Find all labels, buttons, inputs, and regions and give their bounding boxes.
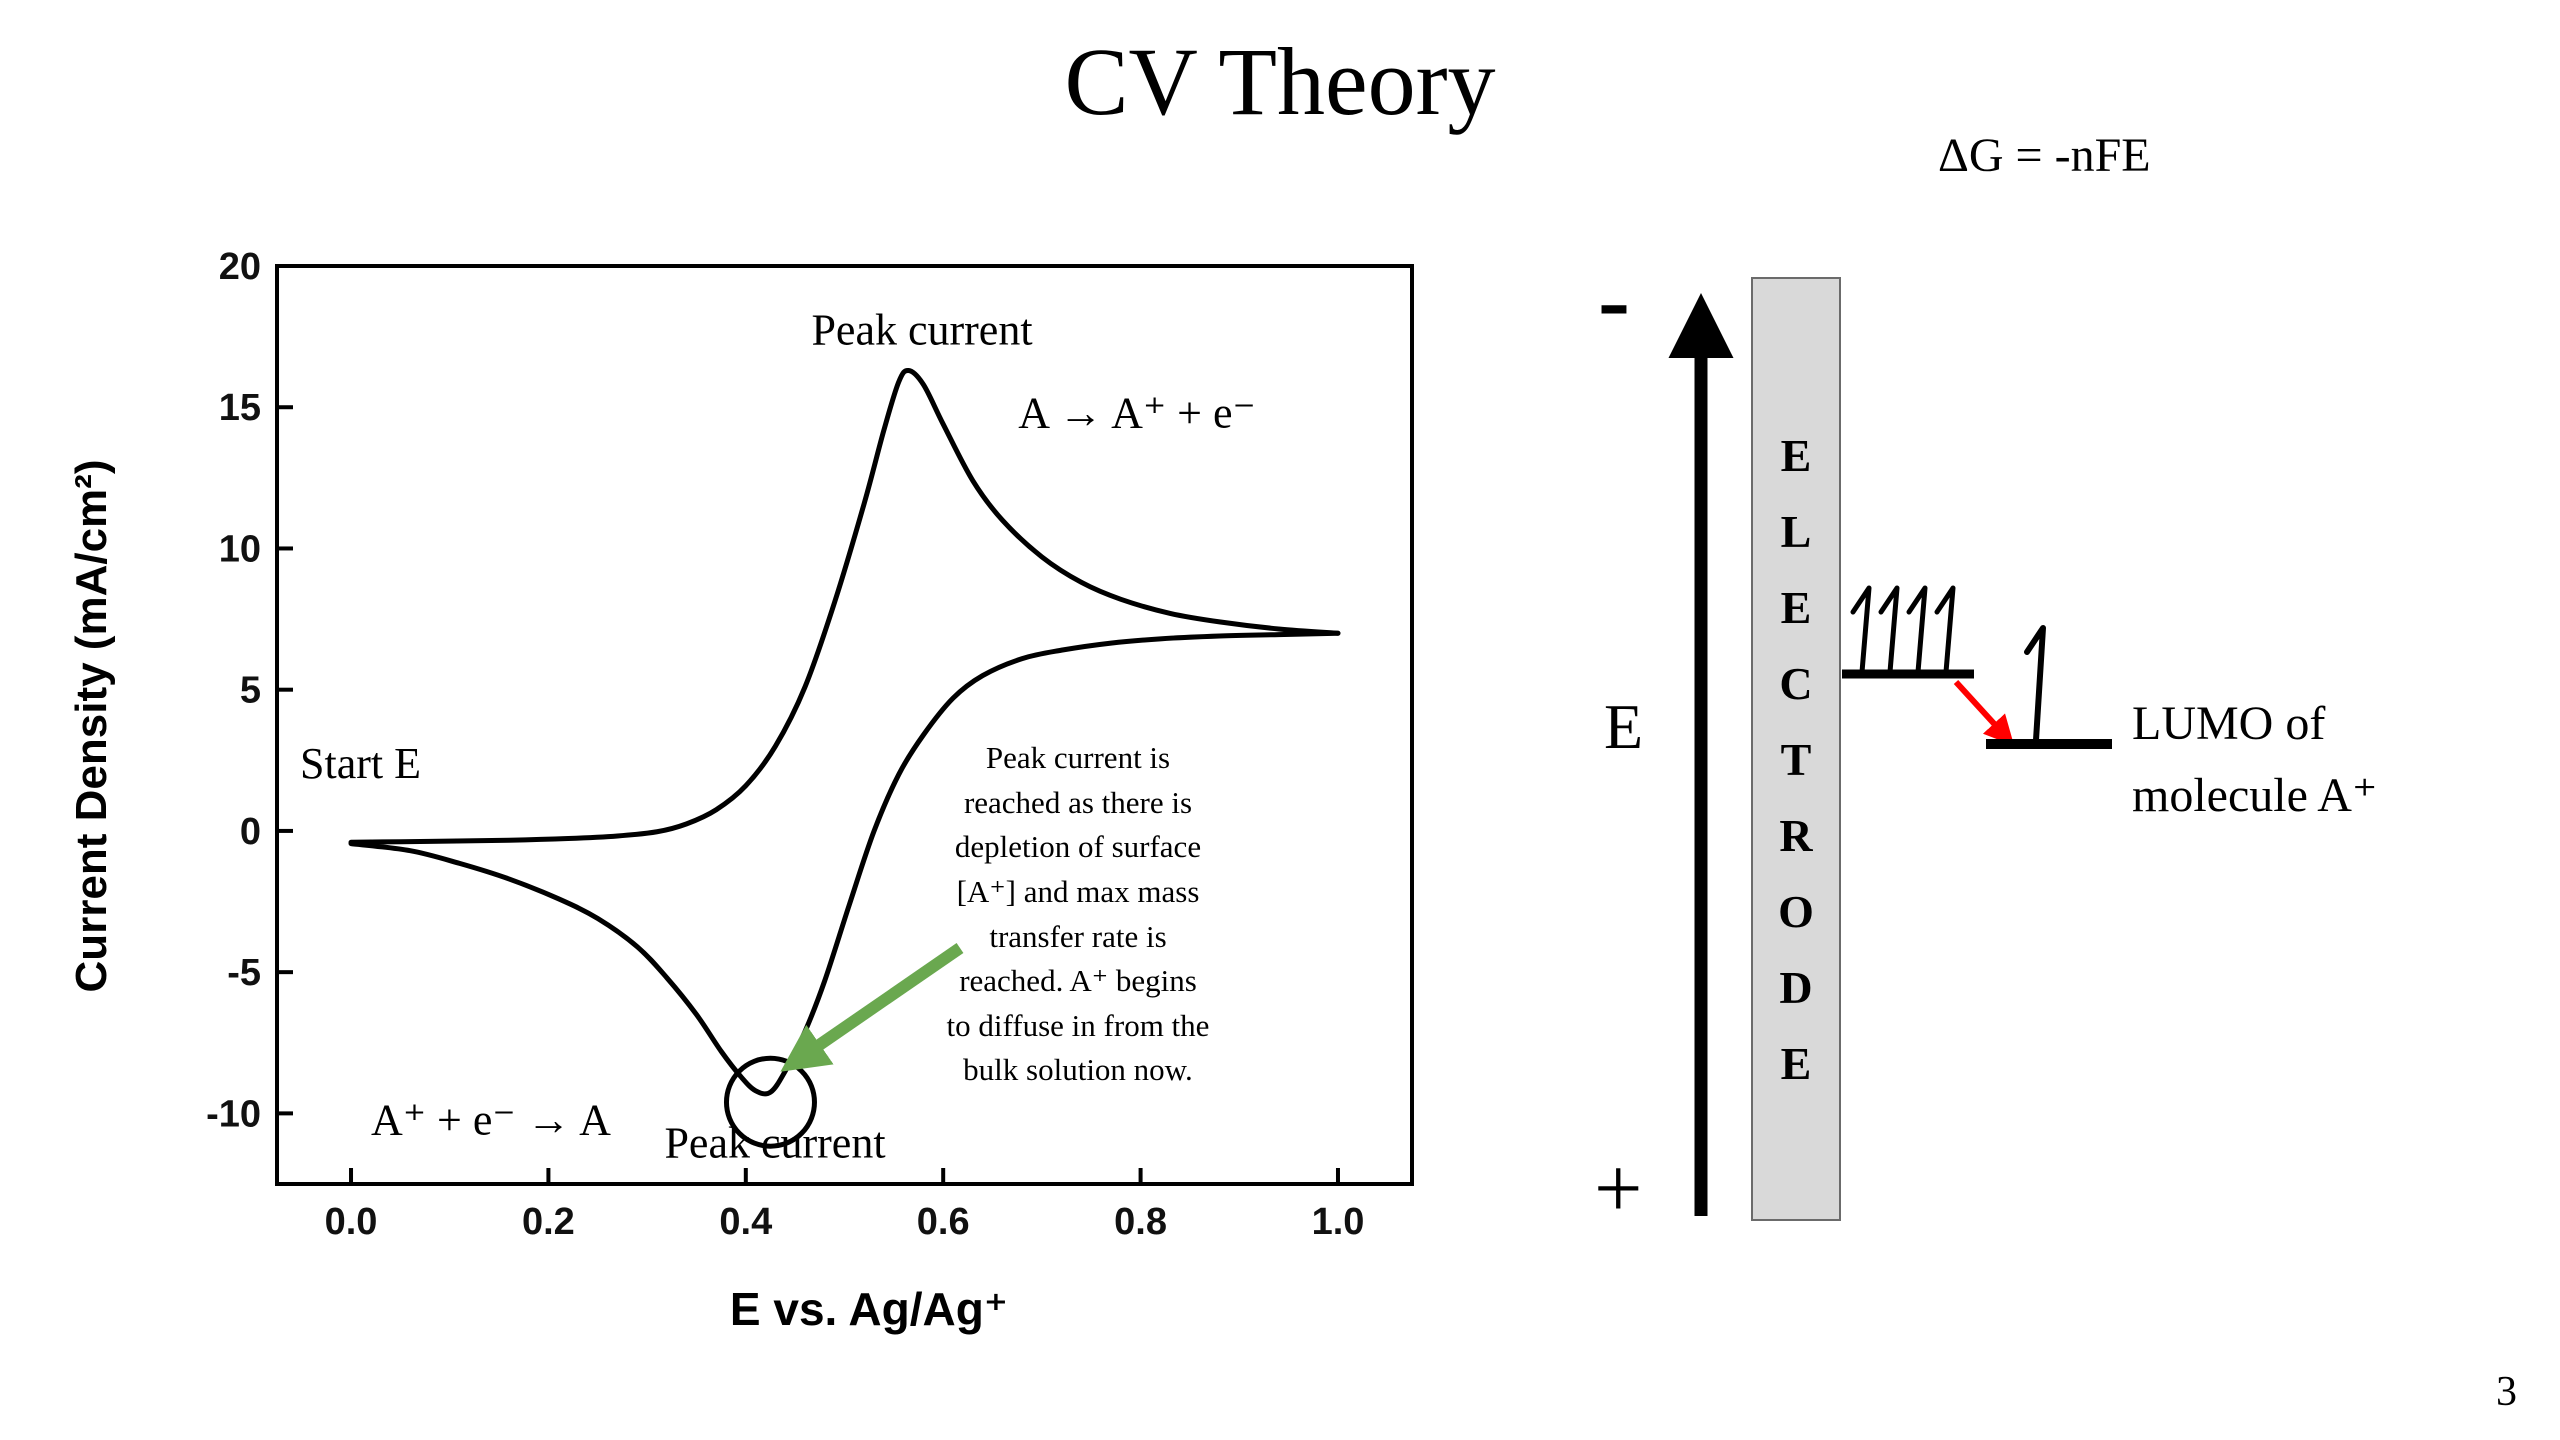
potential-axis-label: E	[1604, 691, 1644, 762]
electrode-electron-icon	[1934, 585, 1956, 675]
y-tick-label: 5	[240, 670, 261, 712]
gibbs-equation: ΔG = -nFE	[1938, 129, 2151, 182]
anodic-peak-label: Peak current	[811, 305, 1033, 355]
page-number: 3	[2496, 1369, 2517, 1415]
cathodic-peak-label: Peak current	[664, 1118, 886, 1168]
anodic-reaction-label: A → A⁺ + e⁻	[1018, 388, 1256, 438]
y-tick-label: 20	[219, 246, 261, 288]
y-tick-label: 0	[240, 811, 261, 853]
electrode-electron-icon	[1850, 585, 1872, 675]
electrode-bar	[1751, 277, 1841, 1221]
x-tick-label: 1.0	[1312, 1201, 1365, 1243]
x-tick-label: 0.8	[1114, 1201, 1167, 1243]
start-e-label: Start E	[300, 739, 421, 788]
y-tick-label: -5	[227, 952, 261, 994]
cv-curve-forward-anodic-sweep	[348, 367, 1341, 845]
note-arrow	[780, 943, 964, 1072]
lumo-label: LUMO of molecule A⁺	[2132, 697, 2378, 822]
y-tick-label: 15	[219, 387, 261, 429]
cathodic-peak-circle	[723, 1055, 817, 1149]
electron-transfer-arrow	[1953, 679, 2015, 746]
positive-potential-label: +	[1594, 1140, 1643, 1236]
x-tick-label: 0.0	[325, 1201, 378, 1243]
x-tick-label: 0.4	[719, 1201, 772, 1243]
y-tick-label: 10	[219, 528, 261, 570]
negative-potential-label: -	[1598, 246, 1630, 353]
electrode-label: E L E C T R O D E	[1778, 430, 1814, 1089]
x-axis-label: E vs. Ag/Ag⁺	[729, 1283, 1009, 1335]
y-tick-label: -10	[206, 1093, 261, 1135]
y-axis-label: Current Density (mA/cm²)	[67, 459, 116, 993]
electrode-electron-icon	[1906, 585, 1928, 675]
electrode-electron-icon	[1878, 585, 1900, 675]
page-title: CV Theory	[1064, 28, 1496, 135]
x-tick-label: 0.2	[522, 1201, 575, 1243]
x-tick-label: 0.6	[917, 1201, 970, 1243]
plot-frame	[275, 264, 1414, 1186]
peak-current-note: Peak current is reached as there is depl…	[946, 740, 1210, 1088]
lumo-electron-icon	[2024, 625, 2046, 743]
cathodic-reaction-label: A⁺ + e⁻ → A	[371, 1095, 611, 1145]
